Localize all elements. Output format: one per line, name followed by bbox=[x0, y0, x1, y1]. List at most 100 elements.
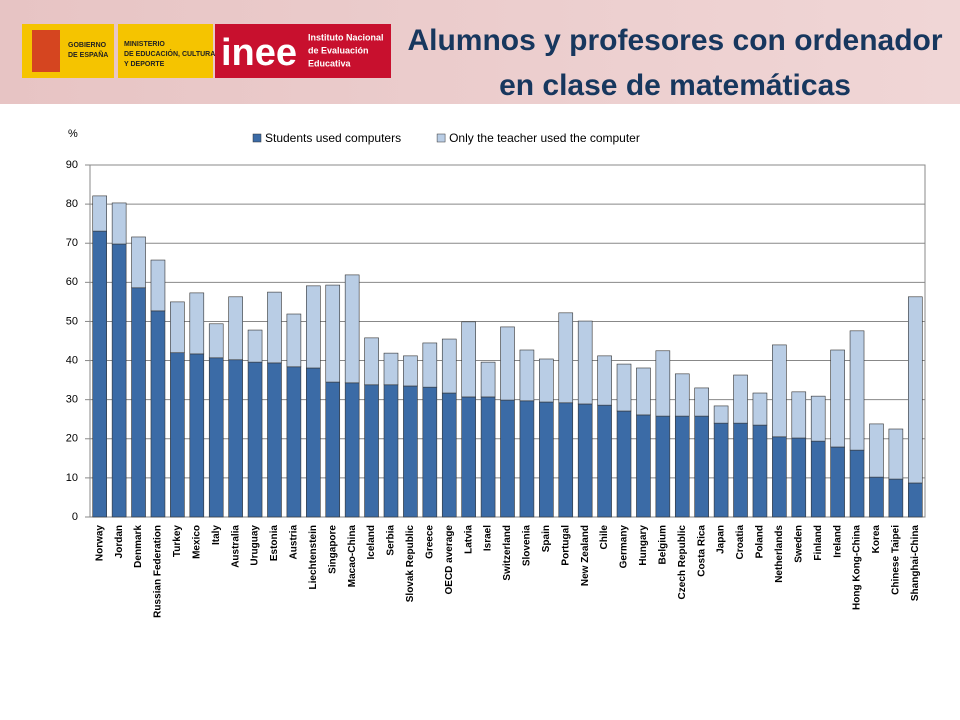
inee-text: inee bbox=[221, 32, 297, 74]
bar-segment bbox=[577, 403, 593, 518]
bar-segment bbox=[383, 384, 399, 518]
bar-segment bbox=[286, 366, 302, 518]
x-tick-label: Singapore bbox=[327, 525, 338, 574]
bar-segment bbox=[325, 381, 341, 518]
x-tick-label: Spain bbox=[541, 525, 552, 552]
bar-segment bbox=[558, 312, 574, 404]
x-tick-label: Denmark bbox=[133, 525, 144, 568]
bar-segment bbox=[92, 230, 108, 518]
bar-segment bbox=[772, 344, 787, 438]
legend-label: Only the teacher used the computer bbox=[449, 131, 640, 145]
bar-segment bbox=[616, 410, 632, 518]
x-tick-label: Uruguay bbox=[250, 525, 261, 566]
bar-segment bbox=[189, 353, 205, 518]
bar-segment bbox=[111, 202, 127, 245]
y-tick-label: 90 bbox=[66, 159, 78, 171]
bar-segment bbox=[208, 357, 224, 518]
plot: 0 10 20 30 40 50 60 70 80 90 Students used compute… bbox=[66, 131, 926, 618]
bar-segment bbox=[208, 323, 224, 359]
bar-segment bbox=[713, 422, 729, 518]
slide-title: Alumnos y profesores con ordenador bbox=[407, 24, 942, 57]
x-tick-label: Shanghai-China bbox=[910, 525, 921, 602]
y-tick-label: 10 bbox=[66, 472, 78, 484]
bar-segment bbox=[752, 392, 768, 426]
bar-segment bbox=[325, 284, 341, 383]
bar-segment bbox=[888, 428, 904, 480]
x-tick-label: Norway bbox=[94, 525, 105, 562]
x-tick-label: New Zealand bbox=[580, 525, 591, 586]
bar-segment bbox=[810, 395, 826, 442]
bar-segment bbox=[247, 329, 263, 363]
y-tick-label: 30 bbox=[66, 394, 78, 406]
slide-title: en clase de matemáticas bbox=[499, 69, 851, 102]
x-tick-label: Israel bbox=[483, 525, 494, 551]
x-tick-label: Switzerland bbox=[502, 525, 513, 581]
x-tick-label: Chinese Taipei bbox=[891, 525, 902, 595]
bar-segment bbox=[558, 402, 574, 518]
bar-segment bbox=[170, 352, 185, 518]
bar-segment bbox=[577, 320, 593, 405]
legend-label: Students used computers bbox=[265, 131, 401, 145]
bar-segment bbox=[306, 367, 321, 518]
bar-segment bbox=[286, 313, 302, 368]
x-tick-label: Chile bbox=[599, 525, 610, 550]
bar-segment bbox=[830, 446, 845, 518]
y-tick-label: 50 bbox=[66, 315, 78, 327]
bar-segment bbox=[228, 359, 243, 518]
bar-segment bbox=[597, 355, 612, 406]
bar-segment bbox=[403, 355, 418, 387]
institute-text: Educativa bbox=[308, 58, 352, 68]
bar-segment bbox=[306, 285, 321, 369]
bar-segment bbox=[907, 296, 923, 484]
legend-swatch bbox=[436, 133, 446, 143]
bar-segment bbox=[422, 386, 438, 518]
bar-segment bbox=[888, 478, 904, 518]
bar-segment bbox=[364, 337, 379, 386]
x-tick-label: Japan bbox=[716, 525, 727, 554]
x-tick-label: Macao-China bbox=[347, 525, 358, 588]
bar-segment bbox=[791, 391, 807, 439]
bar-segment bbox=[519, 400, 535, 518]
x-tick-label: Slovenia bbox=[522, 525, 533, 567]
bar-segment bbox=[907, 482, 923, 518]
ministry-logo bbox=[118, 24, 213, 78]
bar-segment bbox=[267, 362, 282, 518]
bar-segment bbox=[752, 424, 768, 518]
institute-text: Instituto Nacional bbox=[308, 32, 384, 42]
bar-segment bbox=[422, 342, 438, 388]
bar-segment bbox=[500, 399, 515, 518]
x-tick-label: Ireland bbox=[832, 525, 843, 558]
y-tick-label: 40 bbox=[66, 354, 78, 366]
x-tick-label: Netherlands bbox=[774, 525, 785, 583]
bar-segment bbox=[480, 396, 496, 518]
x-tick-label: OECD average bbox=[444, 525, 455, 595]
x-tick-label: Poland bbox=[755, 525, 766, 558]
x-tick-label: Slovak Republic bbox=[405, 525, 416, 603]
x-tick-label: Turkey bbox=[172, 525, 183, 557]
y-tick-label: 60 bbox=[66, 276, 78, 288]
bar-segment bbox=[519, 349, 535, 402]
x-tick-label: Serbia bbox=[386, 525, 397, 556]
x-tick-label: Italy bbox=[211, 525, 222, 545]
bar-segment bbox=[364, 384, 379, 518]
x-tick-label: Portugal bbox=[560, 525, 571, 566]
gov-shield bbox=[32, 30, 60, 72]
y-tick-label: 70 bbox=[66, 237, 78, 249]
bar-segment bbox=[539, 358, 554, 403]
y-axis-label: % bbox=[68, 128, 78, 140]
bar-segment bbox=[461, 396, 476, 518]
bar-segment bbox=[267, 291, 282, 364]
inee-logo bbox=[215, 24, 391, 78]
bar-segment bbox=[131, 287, 146, 518]
y-tick-label: 0 bbox=[72, 511, 78, 523]
ministry-text: MINISTERIO bbox=[124, 41, 165, 48]
bar-segment bbox=[92, 195, 108, 232]
bar-segment bbox=[655, 415, 671, 518]
bar-segment bbox=[461, 321, 476, 398]
bar-segment bbox=[344, 382, 360, 518]
bar-segment bbox=[694, 387, 709, 417]
bar-segment bbox=[636, 414, 651, 518]
bar-segment bbox=[869, 476, 884, 518]
legend-swatch bbox=[252, 133, 262, 143]
gov-text: DE ESPAÑA bbox=[68, 50, 108, 59]
